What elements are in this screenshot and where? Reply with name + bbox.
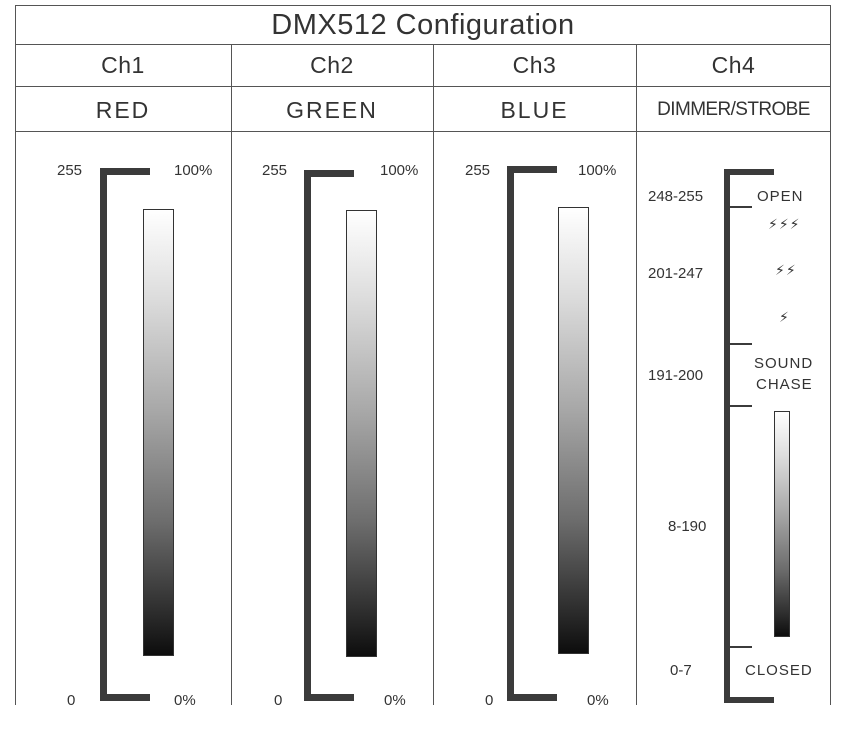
ch4-open-label: OPEN [757, 188, 804, 205]
ch3-bracket-top [507, 166, 557, 173]
ch2-intensity-gradient [346, 210, 377, 657]
ch4-dimmer-gradient [774, 411, 790, 637]
ch1-bracket-top [100, 168, 150, 175]
ch4-function: DIMMER/STROBE [636, 88, 831, 130]
ch1-bottom-percent: 0% [174, 692, 196, 709]
ch1-top-value: 255 [57, 162, 82, 179]
ch4-bracket-top [724, 169, 774, 175]
ch4-range-sound: 191-200 [648, 367, 703, 384]
ch4-range-open: 248-255 [648, 188, 703, 205]
header-divider [15, 86, 831, 87]
ch3-intensity-gradient [558, 207, 589, 654]
column-divider-3 [636, 44, 637, 705]
ch1-bracket-bottom [100, 694, 150, 701]
ch3-bracket-bottom [507, 694, 557, 701]
ch4-range-strobe: 201-247 [648, 265, 703, 282]
page-title: DMX512 Configuration [15, 5, 831, 44]
ch4-tick-7 [728, 646, 752, 648]
ch1-intensity-gradient [143, 209, 174, 656]
column-divider-1 [231, 44, 232, 705]
ch4-tick-200 [728, 343, 752, 345]
ch2-bracket-bottom [304, 694, 354, 701]
strobe-slow-icon: ⚡ [779, 310, 790, 326]
ch4-sound-label: SOUND [754, 355, 813, 372]
ch2-bracket-spine [304, 170, 311, 701]
ch4-header: Ch4 [636, 46, 831, 84]
ch3-top-value: 255 [465, 162, 490, 179]
ch1-bracket-spine [100, 168, 107, 701]
ch4-range-closed: 0-7 [670, 662, 692, 679]
ch2-top-percent: 100% [380, 162, 418, 179]
ch4-bracket-spine [724, 169, 730, 703]
ch3-bracket-spine [507, 166, 514, 701]
ch1-function: RED [15, 88, 231, 130]
ch1-header: Ch1 [15, 46, 231, 84]
ch3-bottom-value: 0 [485, 692, 493, 709]
ch2-bracket-top [304, 170, 354, 177]
strobe-medium-icon: ⚡⚡ [775, 263, 797, 279]
column-divider-2 [433, 44, 434, 705]
ch2-bottom-value: 0 [274, 692, 282, 709]
ch4-tick-190 [728, 405, 752, 407]
ch1-top-percent: 100% [174, 162, 212, 179]
ch2-top-value: 255 [262, 162, 287, 179]
ch4-chase-label: CHASE [756, 376, 813, 393]
label-divider [15, 131, 831, 132]
ch3-top-percent: 100% [578, 162, 616, 179]
title-divider [15, 44, 831, 45]
ch4-range-dimmer: 8-190 [668, 518, 706, 535]
ch2-header: Ch2 [231, 46, 433, 84]
ch3-function: BLUE [433, 88, 636, 130]
ch2-function: GREEN [231, 88, 433, 130]
ch4-bracket-bottom [724, 697, 774, 703]
ch4-closed-label: CLOSED [745, 662, 813, 679]
ch2-bottom-percent: 0% [384, 692, 406, 709]
ch4-tick-247 [728, 206, 752, 208]
ch3-header: Ch3 [433, 46, 636, 84]
ch3-bottom-percent: 0% [587, 692, 609, 709]
strobe-fast-icon: ⚡⚡⚡ [768, 217, 801, 233]
ch1-bottom-value: 0 [67, 692, 75, 709]
